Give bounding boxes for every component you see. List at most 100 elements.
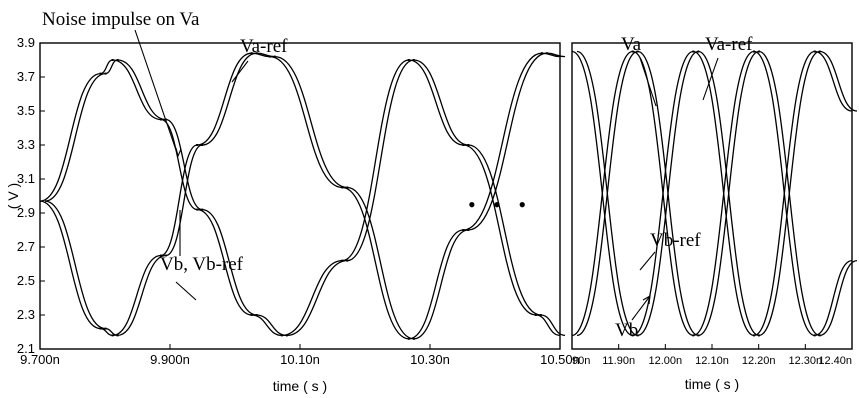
- right-plot-frame: [571, 42, 853, 350]
- left-x-tick-label-4: 10.50n: [540, 352, 580, 367]
- left-y-tick-label-8: 2.3: [17, 307, 35, 322]
- right-point-va-ref-2: [697, 50, 700, 53]
- left-point-vb-4: [196, 144, 199, 146]
- right-point-va-4: [813, 50, 816, 53]
- left-point-vb-ref-2: [116, 334, 119, 337]
- right-x-tick-label-4: 12.20n: [742, 355, 776, 367]
- left-y-tick-label-3: 3.3: [17, 137, 35, 152]
- annotation-va-right: Va: [621, 34, 642, 55]
- left-point-vb-8: [407, 337, 410, 340]
- right-point-va-1: [631, 334, 634, 337]
- left-y-tick-label-5: 2.9: [17, 205, 35, 220]
- right-x-tick-label-2: 12.00n: [649, 355, 683, 367]
- left-y-tick-label-0: 3.9: [17, 35, 35, 50]
- left-point-va-ref-5: [255, 314, 258, 316]
- left-point-va-6: [280, 334, 283, 337]
- right-point-vb-ref-1: [636, 50, 639, 53]
- right-point-va-ref-4: [818, 50, 821, 53]
- arrow-vb-ref-right: [639, 251, 656, 271]
- left-point-va-1: [99, 72, 102, 75]
- left-x-tick-label-2: 10.10n: [280, 352, 320, 367]
- left-y-tick-label-2: 3.5: [17, 103, 35, 118]
- right-point-va-2: [692, 50, 695, 53]
- right-point-vb-ref-3: [758, 50, 760, 53]
- left-x-tick-label-3: 10.30n: [410, 352, 450, 367]
- arrow-va-ref-left: [231, 60, 249, 83]
- annotation-va-ref-left: Va-ref: [240, 36, 288, 57]
- arrow-va-right: [639, 57, 657, 107]
- left-point-va-3: [159, 118, 162, 121]
- left-point-vb-ref-10: [545, 52, 548, 55]
- right-x-tick-label-6: 12.40n: [818, 355, 852, 367]
- right-plot-curves: [571, 50, 858, 337]
- left-plot-axes: 9.700n 9.900n 10.10n 10.30n 10.50n 3.9 3.7 3.5 3…: [17, 35, 580, 367]
- left-point-va-ref-7: [346, 259, 349, 262]
- right-series-vb-ref: [576, 50, 858, 337]
- right-point-va-ref-3: [758, 334, 760, 337]
- left-point-va-ref-6: [285, 334, 288, 337]
- annotation-vb-vbref-left: Vb, Vb-ref: [160, 254, 244, 275]
- right-point-vb-ref-2: [697, 334, 700, 337]
- y-axis-title: ( V ): [5, 183, 21, 209]
- left-point-va-10: [534, 314, 537, 316]
- left-point-va-7: [341, 259, 344, 262]
- arrow-vb-right: [631, 295, 651, 321]
- right-x-tick-label-3: 12.10n: [695, 355, 729, 367]
- left-point-va-ref-1: [104, 72, 107, 75]
- left-y-tick-label-9: 2.1: [17, 341, 35, 356]
- right-series-va-ref: [576, 50, 858, 337]
- left-y-tick-label-4: 3.1: [17, 171, 35, 186]
- right-x-tick-label-1: 11.90n: [602, 355, 635, 367]
- left-point-vb-5: [250, 52, 253, 55]
- arrowhead-vb-right: [642, 294, 651, 305]
- left-point-vb-2: [111, 334, 114, 337]
- right-x-tick-label-0: 90n: [572, 355, 590, 367]
- left-point-vb-ref-9: [467, 229, 470, 231]
- left-point-va-4: [196, 208, 199, 211]
- right-point-vb-3: [753, 50, 755, 53]
- right-x-tick-label-5: 12.30n: [789, 355, 823, 367]
- left-point-va-ref-10: [539, 314, 542, 316]
- right-point-vb-2: [692, 334, 695, 337]
- left-point-vb-ref-8: [412, 337, 415, 340]
- left-point-vb-ref-5: [255, 52, 258, 55]
- left-point-va-ref-4: [201, 208, 204, 211]
- ellipsis-dots: • • •: [468, 192, 532, 217]
- left-point-va-ref-8: [412, 59, 415, 61]
- right-point-vb-1: [631, 50, 634, 53]
- arrowhead-noise-impulse: [175, 147, 182, 158]
- left-point-vb-ref-4: [201, 144, 204, 146]
- left-point-vb-3: [159, 254, 162, 257]
- right-series-vb: [571, 50, 853, 337]
- arrow-va-ref-right: [702, 57, 719, 101]
- annotation-vb-right: Vb: [615, 320, 638, 341]
- x-axis-title-right: time ( s ): [685, 376, 739, 392]
- left-point-vb-10: [540, 52, 543, 55]
- left-point-va-8: [407, 59, 410, 61]
- left-point-va-2: [111, 59, 114, 61]
- left-y-tick-label-1: 3.7: [17, 69, 35, 84]
- left-point-vb-1: [99, 327, 102, 330]
- left-y-tick-label-6: 2.7: [17, 239, 35, 254]
- right-point-vb-ref-4: [818, 334, 821, 337]
- arrow-noise-impulse: [134, 29, 179, 157]
- left-y-tick-label-7: 2.5: [17, 273, 35, 288]
- left-x-tick-label-1: 9.900n: [150, 352, 190, 367]
- left-plot-curves: [39, 52, 566, 340]
- annotation-va-ref-right: Va-ref: [705, 34, 753, 55]
- left-point-vb-ref-6: [273, 55, 276, 58]
- left-point-vb-7: [341, 186, 344, 189]
- arrow-vb-left-2: [175, 281, 197, 301]
- left-point-vb-ref-7: [346, 186, 349, 189]
- left-point-vb-ref-3: [164, 254, 167, 257]
- left-point-va-9: [462, 144, 465, 146]
- annotation-vb-ref-right: Vb-ref: [650, 230, 701, 251]
- annotation-noise-impulse: Noise impulse on Va: [42, 9, 200, 30]
- x-axis-title-left: time ( s ): [273, 378, 327, 394]
- right-point-va-3: [753, 334, 755, 337]
- left-point-vb-9: [462, 229, 465, 231]
- right-point-va-ref-1: [636, 334, 639, 337]
- left-point-vb-ref-1: [104, 327, 107, 330]
